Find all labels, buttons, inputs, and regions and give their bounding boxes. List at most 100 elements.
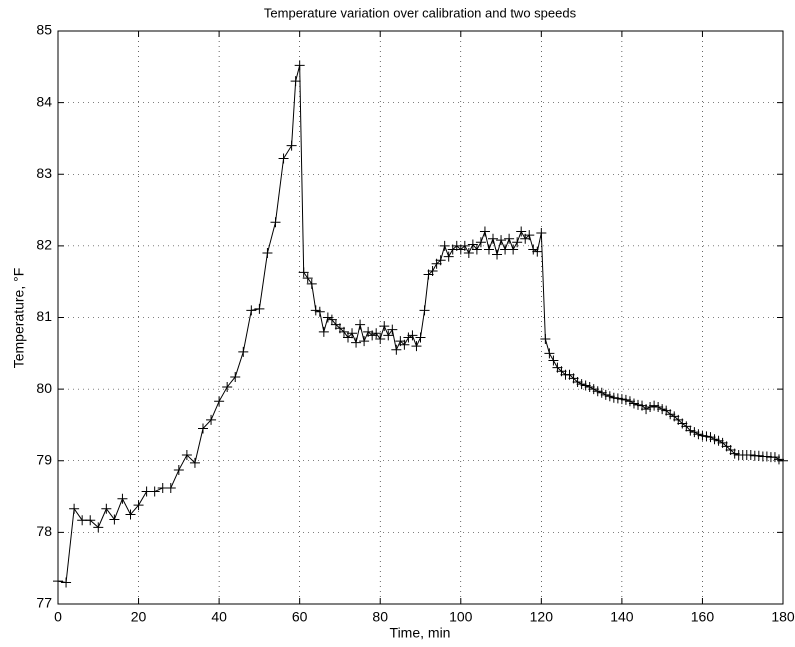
data-marker bbox=[359, 336, 370, 347]
data-marker bbox=[415, 332, 426, 343]
data-marker bbox=[516, 226, 527, 237]
data-marker bbox=[214, 396, 225, 407]
data-marker bbox=[496, 235, 507, 246]
data-marker bbox=[536, 227, 547, 238]
data-marker bbox=[544, 348, 555, 359]
data-marker bbox=[351, 337, 362, 348]
data-marker bbox=[367, 330, 378, 341]
data-marker bbox=[355, 319, 366, 330]
data-marker bbox=[600, 389, 611, 400]
data-marker bbox=[620, 394, 631, 405]
data-marker bbox=[488, 233, 498, 244]
data-marker bbox=[665, 409, 676, 420]
data-marker bbox=[548, 355, 559, 366]
data-marker bbox=[407, 330, 418, 341]
data-marker bbox=[165, 482, 176, 493]
data-marker bbox=[53, 576, 63, 587]
data-marker bbox=[657, 404, 668, 415]
data-marker bbox=[713, 435, 724, 446]
data-marker bbox=[314, 306, 325, 317]
data-marker bbox=[435, 255, 446, 266]
y-tick-label: 78 bbox=[36, 523, 52, 539]
x-tick-label: 80 bbox=[372, 609, 388, 625]
data-marker bbox=[685, 425, 696, 436]
data-marker bbox=[310, 305, 321, 316]
data-marker bbox=[604, 391, 615, 402]
data-marker bbox=[69, 503, 80, 514]
data-marker bbox=[512, 237, 523, 248]
y-tick-label: 83 bbox=[36, 165, 52, 181]
data-marker bbox=[773, 454, 784, 465]
data-marker bbox=[483, 244, 494, 255]
data-marker bbox=[633, 399, 643, 410]
data-marker bbox=[492, 249, 503, 260]
data-marker bbox=[540, 333, 551, 344]
x-tick-label: 180 bbox=[771, 609, 795, 625]
data-marker bbox=[117, 493, 128, 504]
data-marker bbox=[286, 140, 297, 151]
data-marker bbox=[778, 455, 788, 466]
chart-title: Temperature variation over calibration a… bbox=[264, 5, 577, 20]
data-marker bbox=[399, 339, 410, 350]
data-marker bbox=[479, 226, 490, 237]
data-marker bbox=[693, 429, 704, 440]
data-marker bbox=[411, 341, 422, 352]
data-marker bbox=[596, 387, 607, 398]
data-marker bbox=[379, 321, 390, 332]
data-marker bbox=[439, 240, 450, 251]
data-marker bbox=[222, 381, 233, 392]
data-marker bbox=[246, 305, 257, 316]
data-marker bbox=[697, 430, 708, 441]
data-marker bbox=[612, 393, 623, 404]
data-marker bbox=[701, 431, 712, 442]
data-marker bbox=[624, 396, 635, 407]
data-marker bbox=[419, 305, 430, 316]
data-marker bbox=[371, 328, 382, 339]
data-marker bbox=[278, 153, 289, 164]
data-marker bbox=[705, 432, 716, 443]
plot-frame bbox=[57, 30, 784, 605]
data-marker bbox=[729, 448, 740, 459]
x-tick-label: 140 bbox=[610, 609, 634, 625]
data-marker bbox=[467, 239, 478, 250]
y-tick-label: 81 bbox=[36, 308, 52, 324]
data-marker bbox=[628, 398, 639, 409]
data-marker bbox=[206, 414, 217, 425]
data-marker bbox=[230, 371, 241, 382]
data-marker bbox=[524, 230, 535, 241]
data-marker bbox=[572, 376, 583, 387]
data-marker bbox=[338, 326, 349, 337]
data-marker bbox=[641, 404, 652, 415]
data-marker bbox=[347, 328, 358, 339]
y-tick-label: 84 bbox=[36, 93, 52, 109]
y-tick-label: 79 bbox=[36, 451, 52, 467]
data-marker bbox=[427, 265, 438, 276]
data-marker bbox=[101, 503, 112, 514]
data-marker bbox=[93, 522, 104, 533]
y-tick-label: 82 bbox=[36, 237, 52, 253]
data-marker bbox=[375, 333, 386, 344]
data-marker bbox=[109, 514, 120, 525]
data-marker bbox=[238, 346, 249, 357]
data-marker bbox=[689, 427, 700, 438]
data-marker bbox=[403, 332, 414, 343]
data-marker bbox=[769, 452, 780, 463]
data-marker bbox=[584, 381, 595, 392]
data-marker bbox=[443, 251, 454, 262]
data-marker bbox=[580, 380, 591, 391]
y-tick-label: 85 bbox=[36, 22, 52, 38]
data-marker bbox=[383, 330, 394, 341]
data-marker bbox=[173, 465, 184, 476]
y-axis-label: Temperature, °F bbox=[11, 268, 27, 369]
x-tick-label: 40 bbox=[211, 609, 227, 625]
x-tick-label: 160 bbox=[691, 609, 715, 625]
data-marker bbox=[649, 400, 660, 411]
data-marker bbox=[761, 451, 772, 462]
data-marker bbox=[528, 244, 539, 255]
data-marker bbox=[681, 421, 692, 432]
data-marker bbox=[592, 386, 603, 397]
data-marker bbox=[270, 217, 281, 228]
data-marker bbox=[189, 457, 200, 468]
